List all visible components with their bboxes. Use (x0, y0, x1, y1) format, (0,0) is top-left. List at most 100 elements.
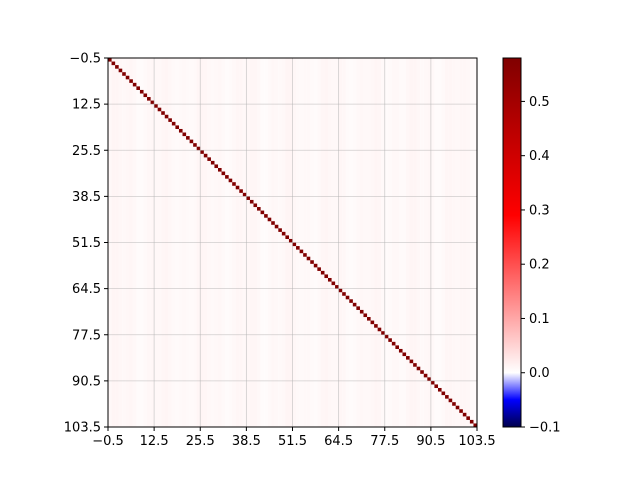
x-tick-label: 64.5 (324, 434, 353, 449)
heatmap-diagonal-cell (118, 68, 123, 73)
x-tick-label: 103.5 (458, 434, 495, 449)
heatmap-diagonal-cell (221, 171, 226, 176)
heatmap-diagonal-cell (125, 75, 130, 80)
heatmap-diagonal-cell (111, 61, 116, 66)
heatmap-diagonal-cell (228, 178, 233, 183)
heatmap-diagonal-cell (161, 111, 165, 115)
heatmap-diagonal-cell (182, 132, 187, 137)
heatmap-diagonal-cell (271, 221, 275, 225)
heatmap-diagonal-cell (473, 423, 478, 428)
heatmap-diagonal-cell (430, 380, 435, 385)
x-tick-label: 38.5 (232, 434, 261, 449)
x-tick-label: −0.5 (92, 434, 124, 449)
colorbar-tick-label: 0.0 (529, 366, 550, 381)
heatmap-diagonal-cell (115, 65, 119, 69)
heatmap-diagonal-cell (285, 235, 290, 240)
heatmap-diagonal-cell (235, 185, 240, 190)
heatmap-diagonal-cell (299, 249, 304, 254)
heatmap-diagonal-cell (317, 267, 321, 271)
heatmap-diagonal-cell (391, 341, 396, 346)
y-tick-label: 90.5 (72, 374, 101, 389)
heatmap-diagonal-cell (335, 285, 339, 289)
y-tick-label: 51.5 (72, 236, 101, 251)
heatmap-diagonal-cell (388, 338, 392, 342)
heatmap-diagonal-cell (136, 86, 140, 90)
y-tick-label: 77.5 (72, 328, 101, 343)
heatmap-diagonal-cell (196, 146, 201, 151)
heatmap-diagonal-cell (423, 373, 428, 378)
colorbar (502, 57, 522, 428)
heatmap-diagonal-cell (413, 363, 417, 367)
heatmap-diagonal-cell (462, 412, 467, 417)
heatmap-diagonal-cell (409, 359, 414, 364)
heatmap-diagonal-cell (108, 58, 112, 62)
heatmap-diagonal-cell (186, 136, 190, 140)
heatmap-diagonal-cell (406, 356, 410, 360)
x-tick-label: 12.5 (140, 434, 169, 449)
heatmap-diagonal-cell (356, 306, 360, 310)
heatmap-diagonal-cell (377, 327, 382, 332)
heatmap-diagonal-cell (168, 118, 172, 122)
heatmap-diagonal-cell (157, 107, 162, 112)
y-tick-label: 64.5 (72, 282, 101, 297)
colorbar-tick-label: 0.4 (529, 149, 550, 164)
heatmap-diagonal-cell (384, 334, 389, 339)
heatmap-diagonal-cell (455, 405, 460, 410)
heatmap-diagonal-cell (437, 387, 442, 392)
heatmap-diagonal-cell (331, 281, 336, 286)
heatmap-diagonal-cell (246, 196, 250, 200)
heatmap-diagonal-cell (139, 89, 144, 94)
heatmap-diagonal-cell (154, 104, 158, 108)
heatmap-diagonal-cell (242, 192, 247, 197)
heatmap-diagonal-cell (448, 398, 453, 403)
heatmap-diagonal-cell (281, 231, 286, 236)
colorbar-tick-label: 0.1 (529, 312, 550, 327)
heatmap-diagonal-cell (129, 79, 133, 83)
heatmap-diagonal-cell (189, 139, 194, 144)
heatmap-diagonal-cell (303, 253, 307, 257)
heatmap-diagonal-cell (466, 416, 470, 420)
heatmap-diagonal-cell (257, 207, 261, 211)
colorbar-tick-label: 0.5 (529, 95, 550, 110)
heatmap-diagonal-cell (381, 331, 385, 335)
heatmap-diagonal-cell (313, 263, 318, 268)
heatmap-diagonal-cell (278, 228, 282, 232)
heatmap-diagonal-cell (225, 175, 229, 179)
heatmap-diagonal-cell (363, 313, 368, 318)
x-tick-label: 90.5 (416, 434, 445, 449)
heatmap-diagonal-cell (320, 270, 325, 275)
heatmap-diagonal-cell (292, 242, 297, 247)
heatmap-diagonal-cell (122, 72, 126, 76)
y-tick-label: −0.5 (69, 52, 101, 67)
x-tick-label: 51.5 (278, 434, 307, 449)
y-tick-label: 25.5 (72, 144, 101, 159)
colorbar-tick-label: 0.3 (529, 203, 550, 218)
heatmap-diagonal-cell (264, 214, 268, 218)
heatmap-diagonal-cell (370, 320, 375, 325)
y-tick-label: 103.5 (64, 421, 101, 436)
heatmap-diagonal-cell (434, 384, 439, 389)
heatmap-diagonal-cell (214, 164, 219, 169)
heatmap-diagonal-cell (203, 153, 208, 158)
heatmap-diagonal-cell (132, 82, 137, 87)
heatmap-diagonal-cell (171, 121, 176, 126)
heatmap-diagonal-cell (217, 167, 222, 172)
heatmap-diagonal-cell (306, 256, 311, 261)
heatmap-diagonal-cell (416, 366, 421, 371)
heatmap-diagonal-cell (193, 143, 197, 147)
y-axis: −0.5 12.5 25.5 38.5 51.5 64.5 77.5 90.5 103.5 (64, 52, 108, 436)
heatmap-diagonal-cell (207, 157, 211, 161)
colorbar-tick-label: 0.2 (529, 258, 550, 273)
heatmap-diagonal-cell (367, 317, 371, 321)
heatmap-diagonal-cell (310, 260, 314, 264)
heatmap-diagonal-cell (274, 224, 279, 229)
heatmap-diagonal-cell (253, 203, 258, 208)
heatmap-diagonal-cell (402, 352, 407, 357)
heatmap-diagonal-cell (239, 189, 243, 193)
y-tick-label: 12.5 (72, 98, 101, 113)
heatmap-diagonal-cell (147, 97, 151, 101)
heatmap-diagonal-cell (338, 288, 343, 293)
x-axis: −0.5 12.5 25.5 38.5 51.5 64.5 77.5 90.5 103.5 (92, 427, 496, 449)
colorbar-tick-label: −0.1 (529, 421, 561, 436)
